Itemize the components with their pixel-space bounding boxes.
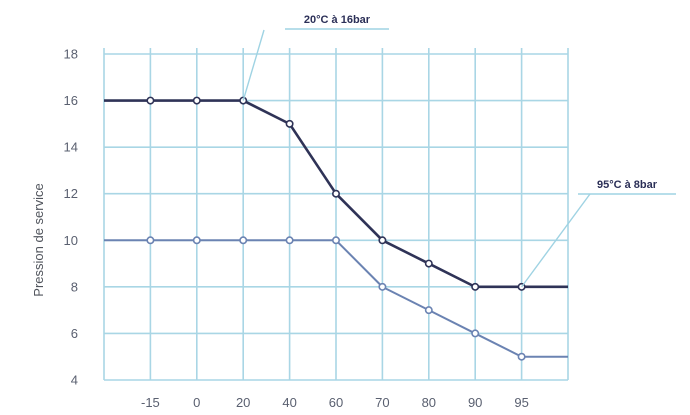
series-1-point bbox=[471, 282, 480, 291]
y-tick-label: 6 bbox=[71, 326, 78, 341]
series-2-point bbox=[471, 329, 480, 338]
y-tick-label: 16 bbox=[64, 93, 78, 108]
y-axis-label: Pression de service bbox=[31, 183, 46, 296]
callout-leader-line bbox=[521, 193, 591, 288]
annotations: 20°C à 16bar 95°C à 8bar bbox=[242, 14, 676, 288]
y-axis-ticks: 4 6 8 10 12 14 16 18 bbox=[64, 47, 78, 388]
y-tick-label: 10 bbox=[64, 233, 78, 248]
series-1-point bbox=[424, 259, 433, 268]
x-tick-label: 60 bbox=[329, 395, 343, 410]
series-1-point bbox=[192, 96, 201, 105]
x-axis-ticks: -15 0 20 40 60 70 80 90 95 bbox=[141, 395, 529, 410]
series-2-point bbox=[192, 236, 201, 245]
x-tick-label: 70 bbox=[375, 395, 389, 410]
callout-label: 95°C à 8bar bbox=[597, 179, 658, 191]
x-tick-label: -15 bbox=[141, 395, 160, 410]
series-1-point bbox=[378, 236, 387, 245]
x-tick-label: 95 bbox=[514, 395, 528, 410]
y-tick-label: 14 bbox=[64, 140, 78, 155]
series-1-point bbox=[146, 96, 155, 105]
x-tick-label: 90 bbox=[468, 395, 482, 410]
y-tick-label: 8 bbox=[71, 279, 78, 294]
x-tick-label: 80 bbox=[422, 395, 436, 410]
series-2-point bbox=[424, 306, 433, 315]
x-tick-label: 0 bbox=[193, 395, 200, 410]
x-tick-label: 20 bbox=[236, 395, 250, 410]
series-group bbox=[104, 96, 568, 361]
callout-label: 20°C à 16bar bbox=[304, 14, 371, 26]
y-tick-label: 12 bbox=[64, 186, 78, 201]
callout-leader-line bbox=[242, 29, 265, 101]
series-1-point bbox=[285, 119, 294, 128]
series-2-point bbox=[378, 282, 387, 291]
series-2-point bbox=[517, 352, 526, 361]
series-2-point bbox=[239, 236, 248, 245]
series-2-point bbox=[285, 236, 294, 245]
y-tick-label: 18 bbox=[64, 47, 78, 62]
series-1-point bbox=[331, 189, 340, 198]
series-2-point bbox=[146, 236, 155, 245]
series-2-point bbox=[331, 236, 340, 245]
y-tick-label: 4 bbox=[71, 373, 78, 388]
x-tick-label: 40 bbox=[282, 395, 296, 410]
grid bbox=[103, 48, 569, 381]
